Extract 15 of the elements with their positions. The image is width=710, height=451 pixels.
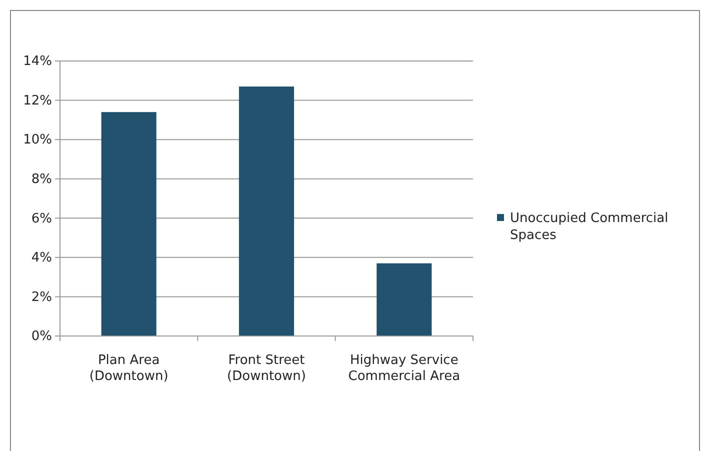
y-tick-label: 0% [31,329,52,344]
bar [238,86,294,336]
legend-label: Unoccupied Commercial Spaces [510,211,668,243]
y-tick-label: 2% [31,290,52,305]
y-tick-label: 12% [23,93,52,108]
y-tick-label: 10% [23,132,52,148]
y-tick-label: 8% [31,172,52,188]
bar [376,263,432,336]
x-tick-label: Plan Area (Downtown) [89,353,168,384]
bar [101,112,156,336]
y-tick-label: 4% [31,250,52,266]
y-tick-label: 14% [23,54,52,70]
x-tick-label: Front Street (Downtown) [227,353,306,384]
x-tick-label: Highway Service Commercial Area [348,353,460,384]
y-tick-label: 6% [31,211,52,226]
